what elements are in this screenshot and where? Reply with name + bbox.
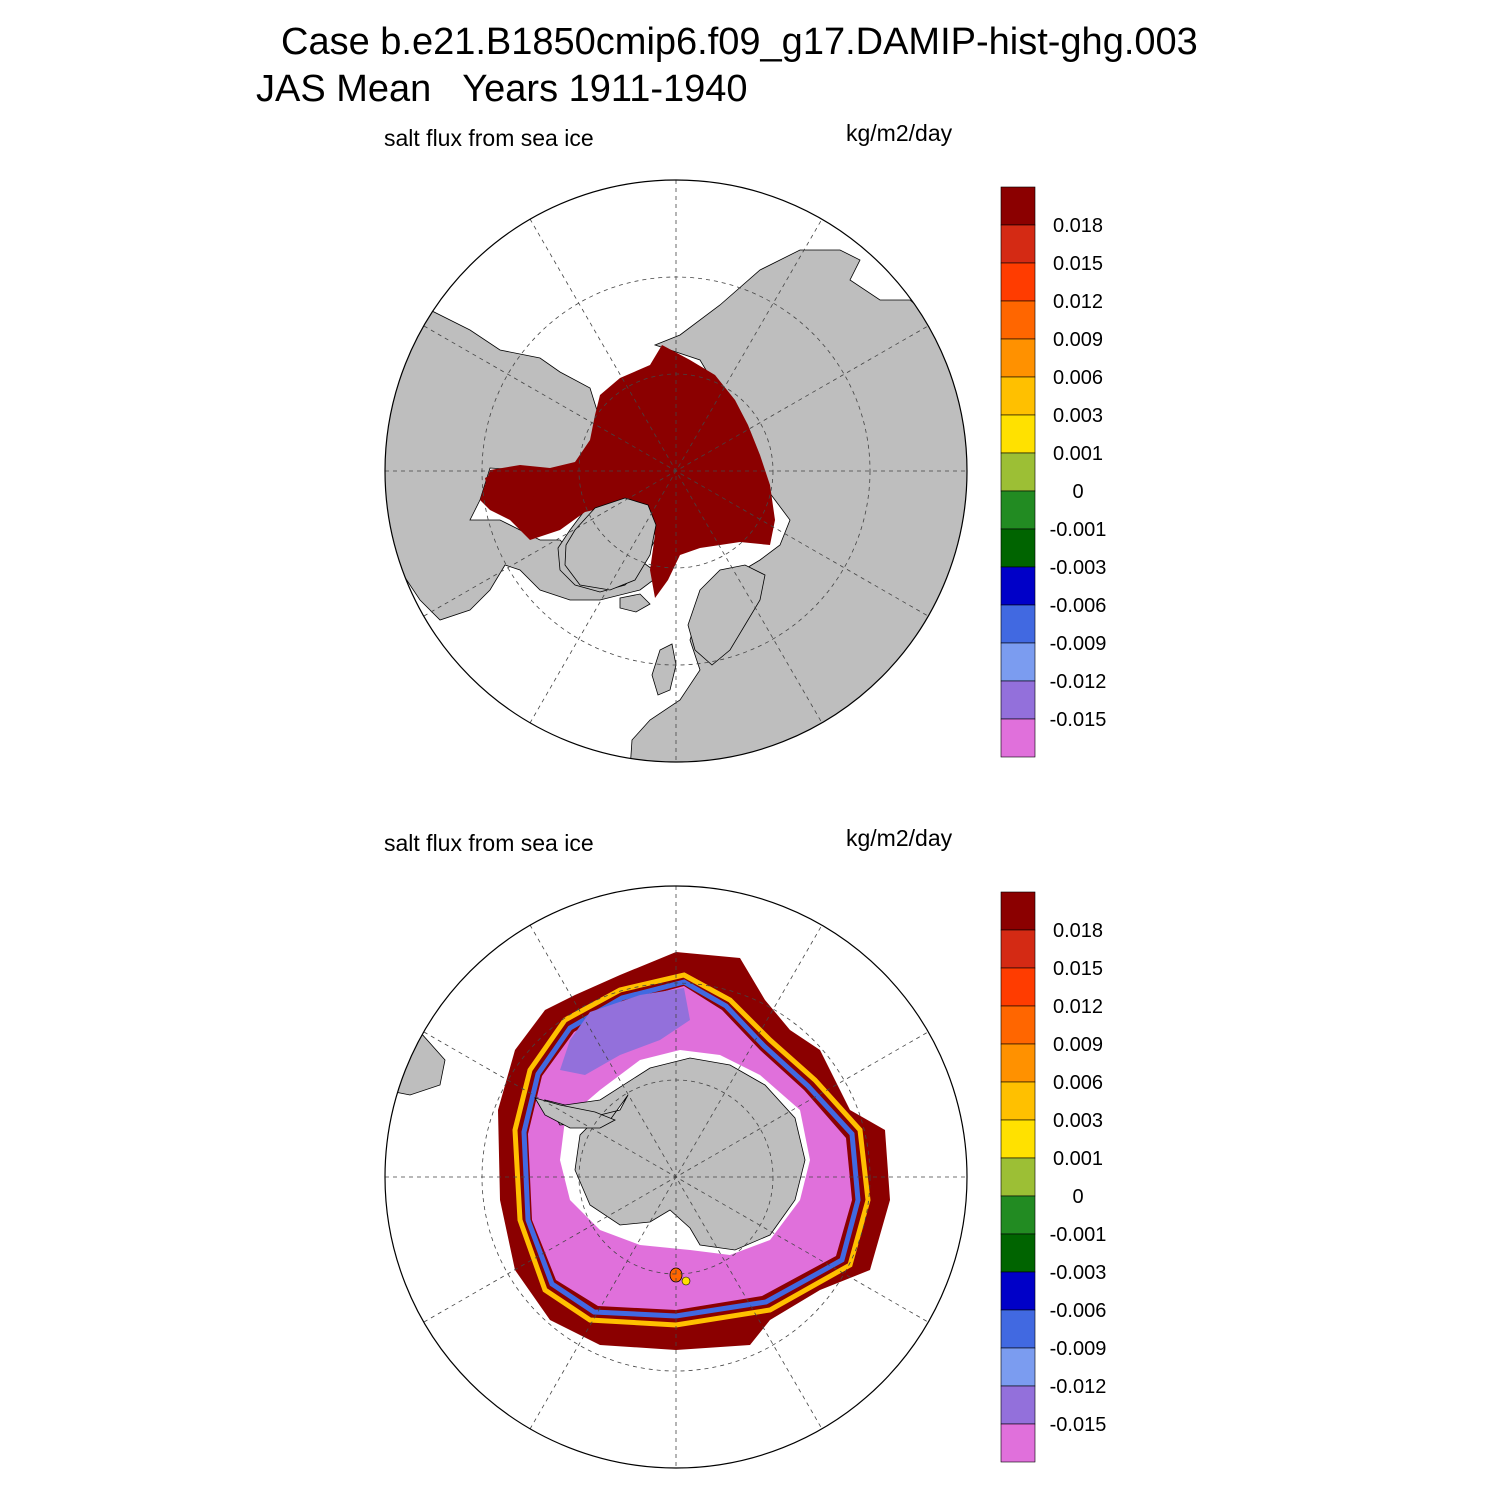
colorbar-north-swatch-10 [1000, 566, 1036, 606]
colorbar-south-swatch-9 [1000, 1233, 1036, 1273]
north-map-border [384, 179, 968, 763]
colorbar-north-swatch-12 [1000, 642, 1036, 682]
colorbar-north-swatch-4 [1000, 338, 1036, 378]
colorbar-north-swatch-5 [1000, 376, 1036, 416]
colorbar-south-tick-label-3: 0.009 [1053, 1034, 1103, 1056]
greenland-interior [564, 497, 657, 591]
south-graticule [385, 886, 967, 1468]
colorbar-north-tick-label-12: -0.012 [1050, 671, 1107, 693]
british-isles-landmass [651, 643, 677, 696]
antarctic-peninsula [534, 1097, 616, 1129]
colorbar-north-swatch-0 [1000, 186, 1036, 226]
colorbar-north-tick-label-10: -0.006 [1050, 595, 1107, 617]
hudson-bay-flux-region [485, 468, 540, 505]
colorbar-north-swatch-13 [1000, 680, 1036, 720]
colorbar-south-swatch-4 [1000, 1043, 1036, 1083]
colorbar-south-swatch-6 [1000, 1119, 1036, 1159]
colorbar-north-swatch-6 [1000, 414, 1036, 454]
colorbar-north-swatch-9 [1000, 528, 1036, 568]
colorbar-south-swatch-1 [1000, 929, 1036, 969]
colorbar-north-tick-label-11: -0.009 [1050, 633, 1107, 655]
colorbar-south-tick-label-6: 0.001 [1053, 1148, 1103, 1170]
colorbar-south-swatch-12 [1000, 1347, 1036, 1387]
arctic-ocean-flux-region [480, 345, 775, 598]
figure-title-line2: JAS Mean Years 1911-1940 [256, 68, 748, 110]
north-graticule [385, 180, 967, 762]
panel1-variable-label: salt flux from sea ice [384, 125, 594, 151]
colorbar-south-swatch-11 [1000, 1309, 1036, 1349]
southern-ocean-negative-edge [521, 979, 861, 1319]
colorbar-south-tick-label-11: -0.009 [1050, 1338, 1107, 1360]
colorbar-south-swatch-10 [1000, 1271, 1036, 1311]
colorbar-south-swatch-0 [1000, 891, 1036, 931]
colorbar-north-tick-label-7: 0 [1072, 481, 1083, 503]
colorbar-south-swatch-13 [1000, 1385, 1036, 1425]
panel2-variable-label: salt flux from sea ice [384, 830, 594, 856]
colorbar-south-tick-label-8: -0.001 [1050, 1224, 1107, 1246]
colorbar-south-swatch-14 [1000, 1423, 1036, 1463]
colorbar-south-swatch-7 [1000, 1157, 1036, 1197]
arctic-flux-field [480, 345, 775, 598]
colorbar-north-tick-label-0: 0.018 [1053, 215, 1103, 237]
colorbar-north-tick-label-1: 0.015 [1053, 253, 1103, 275]
colorbar-north-swatch-3 [1000, 300, 1036, 340]
colorbar-north-swatch-8 [1000, 490, 1036, 530]
colorbar-south-tick-label-13: -0.015 [1050, 1414, 1107, 1436]
colorbar-north-swatch-11 [1000, 604, 1036, 644]
south-map-border [384, 885, 968, 1469]
south-polar-map [384, 885, 968, 1469]
scandinavia-landmass [687, 564, 766, 666]
colorbar-south-swatch-3 [1000, 1005, 1036, 1045]
colorbar-north: 0.018 0.015 0.012 0.009 0.006 0.003 0.001 0 -0.0… [1000, 186, 1107, 758]
figure-title-line1: Case b.e21.B1850cmip6.f09_g17.DAMIP-hist… [281, 21, 1198, 63]
colorbar-north-tick-label-13: -0.015 [1050, 709, 1107, 731]
colorbar-north-tick-label-5: 0.003 [1053, 405, 1103, 427]
colorbar-south-swatch-8 [1000, 1195, 1036, 1235]
colorbar-north-swatch-1 [1000, 224, 1036, 264]
southern-ocean-transition-ring [512, 972, 871, 1328]
colorbar-north-tick-label-8: -0.001 [1050, 519, 1107, 541]
colorbar-south-tick-label-0: 0.018 [1053, 920, 1103, 942]
colorbar-north-tick-label-3: 0.009 [1053, 329, 1103, 351]
colorbar-south-tick-label-12: -0.012 [1050, 1376, 1107, 1398]
colorbar-south-tick-label-9: -0.003 [1050, 1262, 1107, 1284]
colorbar-north-tick-label-9: -0.003 [1050, 557, 1107, 579]
colorbar-north-tick-label-4: 0.006 [1053, 367, 1103, 389]
panel2-units-label: kg/m2/day [846, 825, 953, 851]
colorbar-south: 0.018 0.015 0.012 0.009 0.006 0.003 0.001 0 -0.0… [1000, 891, 1107, 1463]
south-flux-field [385, 952, 890, 1350]
panel1-units-label: kg/m2/day [846, 120, 953, 146]
iceland-landmass [619, 593, 651, 613]
colorbar-south-tick-label-7: 0 [1072, 1186, 1083, 1208]
purple-flux-patch [560, 988, 690, 1075]
colorbar-south-tick-label-4: 0.006 [1053, 1072, 1103, 1094]
colorbar-north-tick-label-6: 0.001 [1053, 443, 1103, 465]
ross-sea-flux-spot-2 [681, 1276, 691, 1286]
colorbar-south-swatch-5 [1000, 1081, 1036, 1121]
colorbar-south-tick-label-10: -0.006 [1050, 1300, 1107, 1322]
colorbar-south-tick-label-5: 0.003 [1053, 1110, 1103, 1132]
colorbar-south-tick-label-2: 0.012 [1053, 996, 1103, 1018]
colorbar-south-tick-label-1: 0.015 [1053, 958, 1103, 980]
colorbar-north-tick-label-2: 0.012 [1053, 291, 1103, 313]
colorbar-north-swatch-7 [1000, 452, 1036, 492]
colorbar-north-swatch-2 [1000, 262, 1036, 302]
north-polar-map [384, 179, 968, 763]
colorbar-north-swatch-14 [1000, 718, 1036, 758]
colorbar-south-swatch-2 [1000, 967, 1036, 1007]
